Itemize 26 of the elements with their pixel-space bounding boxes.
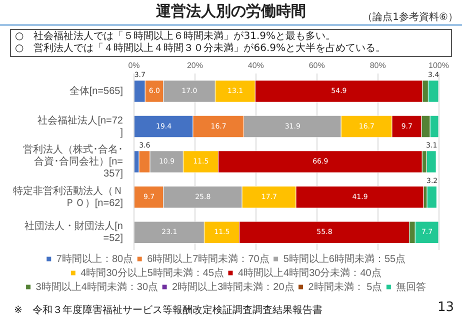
y-tick-label: 全体[n=565] — [69, 84, 124, 97]
legend-label: 4時間以上4時間30分未満：40点 — [238, 266, 382, 279]
legend-label: 6時間以上7時間未満：70点 — [147, 252, 270, 265]
y-tick-label: 社会福祉法人[n=72] — [38, 114, 124, 138]
x-tick-label: 0% — [128, 61, 140, 70]
x-tick-label: 40% — [248, 61, 264, 70]
legend-label: 無回答 — [396, 280, 426, 293]
legend-label: 2時間以上3時間未満：20点 — [172, 280, 294, 293]
y-tick-label: 営利法人（株式･合名･合資･合同会社）[n=357] — [23, 144, 124, 180]
chart-subtitle: （論点1参考資料⑥） — [362, 10, 458, 24]
chart-title: 運営法人別の労働時間 — [156, 2, 306, 20]
y-tick-label: 特定非営利活動法人（ＮＰＯ）[n=62] — [13, 184, 124, 209]
text: ※ 令和３年度障害福祉サービス等報酬改定検証調査調査結果報告書 — [14, 304, 322, 317]
x-tick-label: 60% — [308, 61, 325, 70]
legend-label: 5時間以上6時間未満：55点 — [283, 252, 406, 265]
x-tick-label: 80% — [370, 61, 386, 70]
text: ○ 営利法人では「４時間以上４時間３０分未満」が66.9%と大半を占めている。 — [15, 43, 386, 55]
x-tick-label: 20% — [186, 61, 203, 70]
legend-label: 3時間以上4時間未満：30点 — [36, 280, 158, 293]
legend-label: 7時間以上：80点 — [56, 252, 134, 265]
text: 13 — [437, 300, 454, 315]
x-tick-label: 100% — [428, 61, 450, 70]
y-tick-label: 社団法人・財団法人[n=52] — [24, 220, 124, 244]
text: ○ 社会福祉法人では「５時間以上６時間未満」が31.9%と最も多い。 — [15, 31, 336, 42]
legend-label: 4時間30分以上5時間未満：45点 — [80, 266, 224, 279]
legend-label: 2時間未満： 5点 — [308, 280, 382, 293]
